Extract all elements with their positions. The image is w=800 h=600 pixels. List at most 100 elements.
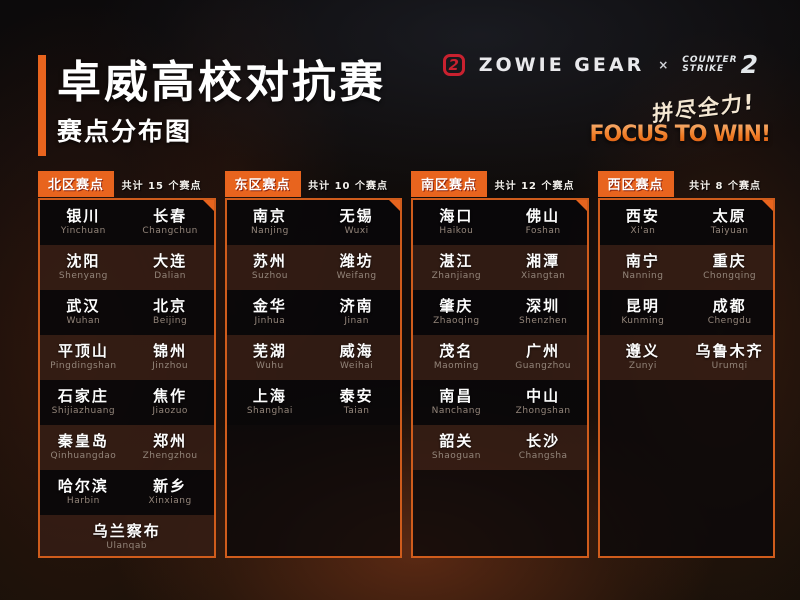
city-row: 南京 Nanjing 无锡 Wuxi <box>226 200 400 245</box>
city-row: 昆明 Kunming 成都 Chengdu <box>599 290 773 335</box>
city-name-pinyin: Xi'an <box>630 226 656 236</box>
region-count-east: 共计 10 个赛点 <box>308 180 388 192</box>
city-name-cn: 济南 <box>339 297 374 315</box>
region-header-south: 南区赛点 共计 12 个赛点 <box>411 171 589 197</box>
region-count-west: 共计 8 个赛点 <box>689 180 761 192</box>
city-name-cn: 佛山 <box>526 207 561 225</box>
city-name-cn: 太原 <box>712 207 747 225</box>
cs2-line1: COUNTER <box>682 55 738 65</box>
city-name-cn: 潍坊 <box>339 252 374 270</box>
city-item: 广州 Guangzhou <box>500 344 587 371</box>
city-name-cn: 南京 <box>252 207 287 225</box>
page-subtitle: 赛点分布图 <box>57 117 193 146</box>
brand-x-separator: × <box>658 58 669 72</box>
corner-arrow-icon <box>202 200 214 211</box>
city-name-cn: 武汉 <box>66 297 101 315</box>
city-name-pinyin: Guangzhou <box>515 361 571 371</box>
city-item: 深圳 Shenzhen <box>500 299 587 326</box>
city-item: 茂名 Maoming <box>413 344 500 371</box>
city-item: 上海 Shanghai <box>227 389 314 416</box>
region-title-west: 西区赛点 <box>597 171 674 197</box>
city-item: 南昌 Nanchang <box>413 389 500 416</box>
city-name-cn: 芜湖 <box>252 342 287 360</box>
zowie-mark-glyph: 2 <box>448 56 459 74</box>
city-name-cn: 无锡 <box>339 207 374 225</box>
city-row: 上海 Shanghai 泰安 Taian <box>226 380 400 425</box>
city-item: 无锡 Wuxi <box>313 209 400 236</box>
city-item: 秦皇岛 Qinhuangdao <box>40 434 127 461</box>
city-item: 武汉 Wuhan <box>40 299 127 326</box>
city-row: 南宁 Nanning 重庆 Chongqing <box>599 245 773 290</box>
city-item: 银川 Yinchuan <box>40 209 127 236</box>
city-item: 重庆 Chongqing <box>686 254 773 281</box>
region-body-east: 南京 Nanjing 无锡 Wuxi 苏州 Suzhou 潍坊 Weifang 金华 Jinhua… <box>224 198 402 558</box>
city-name-pinyin: Harbin <box>66 496 100 506</box>
city-name-cn: 沈阳 <box>66 252 101 270</box>
city-name-pinyin: Shaoguan <box>431 451 481 461</box>
city-name-pinyin: Haikou <box>439 226 474 236</box>
city-row: 乌兰察布 Ulanqab <box>40 515 214 556</box>
city-name-cn: 上海 <box>252 387 287 405</box>
city-item: 石家庄 Shijiazhuang <box>40 389 127 416</box>
city-name-cn: 金华 <box>252 297 287 315</box>
city-name-cn: 肇庆 <box>439 297 474 315</box>
city-name-pinyin: Shanghai <box>246 406 293 416</box>
city-row: 韶关 Shaoguan 长沙 Changsha <box>413 425 587 470</box>
city-name-pinyin: Urumqi <box>711 361 748 371</box>
city-row: 银川 Yinchuan 长春 Changchun <box>40 200 214 245</box>
city-name-pinyin: Jinan <box>344 316 369 326</box>
region-count-north: 共计 15 个赛点 <box>121 180 202 192</box>
region-title-north: 北区赛点 <box>38 171 115 197</box>
city-item: 泰安 Taian <box>313 389 400 416</box>
region-column-north: 北区赛点 共计 15 个赛点银川 Yinchuan 长春 Changchun 沈阳 Shen… <box>38 171 216 558</box>
city-row: 苏州 Suzhou 潍坊 Weifang <box>226 245 400 290</box>
city-item: 哈尔滨 Harbin <box>40 479 127 506</box>
city-item: 昆明 Kunming <box>600 299 687 326</box>
cs2-logo: COUNTER STRIKE 2 <box>682 52 758 77</box>
city-item: 新乡 Xinxiang <box>127 479 214 506</box>
city-row: 西安 Xi'an 太原 Taiyuan <box>599 200 773 245</box>
city-item: 成都 Chengdu <box>686 299 773 326</box>
region-column-west: 西区赛点 共计 8 个赛点 西安 Xi'an 太原 Taiyuan 南宁 Nanning 重庆 C… <box>597 171 775 558</box>
city-name-cn: 焦作 <box>153 387 188 405</box>
city-name-cn: 石家庄 <box>57 387 109 405</box>
slogan-block: 拼尽全力! FOCUS TO WIN! <box>589 90 771 147</box>
city-name-pinyin: Jinhua <box>254 316 286 326</box>
city-name-pinyin: Nanning <box>622 271 664 281</box>
region-title-south: 南区赛点 <box>411 171 488 197</box>
cs2-wordmark: COUNTER STRIKE <box>682 56 737 74</box>
city-name-cn: 中山 <box>526 387 561 405</box>
city-name-cn: 南昌 <box>439 387 474 405</box>
city-name-pinyin: Taiyuan <box>710 226 749 236</box>
city-row: 金华 Jinhua 济南 Jinan <box>226 290 400 335</box>
city-item: 太原 Taiyuan <box>686 209 773 236</box>
city-item: 佛山 Foshan <box>500 209 587 236</box>
city-item: 锦州 Jinzhou <box>127 344 214 371</box>
city-name-pinyin: Pingdingshan <box>50 361 117 371</box>
city-row: 肇庆 Zhaoqing 深圳 Shenzhen <box>413 290 587 335</box>
zowie-wordmark: ZOWIE GEAR <box>478 54 645 76</box>
city-name-cn: 威海 <box>339 342 374 360</box>
city-row: 平顶山 Pingdingshan 锦州 Jinzhou <box>40 335 214 380</box>
city-name-pinyin: Changchun <box>142 226 198 236</box>
city-name-cn: 锦州 <box>153 342 188 360</box>
city-name-pinyin: Suzhou <box>251 271 288 281</box>
city-row: 南昌 Nanchang 中山 Zhongshan <box>413 380 587 425</box>
city-name-cn: 成都 <box>712 297 747 315</box>
region-header-east: 东区赛点 共计 10 个赛点 <box>224 171 403 197</box>
city-row: 哈尔滨 Harbin 新乡 Xinxiang <box>40 470 214 515</box>
city-name-pinyin: Wuhan <box>66 316 101 326</box>
city-item: 威海 Weihai <box>313 344 400 371</box>
city-name-pinyin: Foshan <box>525 226 561 236</box>
city-name-pinyin: Nanjing <box>250 226 289 236</box>
city-name-cn: 泰安 <box>339 387 374 405</box>
city-name-cn: 湘潭 <box>526 252 561 270</box>
city-name-cn: 茂名 <box>439 342 474 360</box>
region-body-north: 银川 Yinchuan 长春 Changchun 沈阳 Shenyang 大连 Dalian 武… <box>38 198 216 558</box>
city-name-cn: 南宁 <box>625 252 660 270</box>
city-name-pinyin: Xiangtan <box>520 271 566 281</box>
region-body-south: 海口 Haikou 佛山 Foshan 湛江 Zhanjiang 湘潭 Xiangtan 肇庆 Z… <box>411 198 589 558</box>
city-name-pinyin: Shenyang <box>58 271 108 281</box>
city-name-pinyin: Shijiazhuang <box>51 406 116 416</box>
city-item: 潍坊 Weifang <box>313 254 400 281</box>
